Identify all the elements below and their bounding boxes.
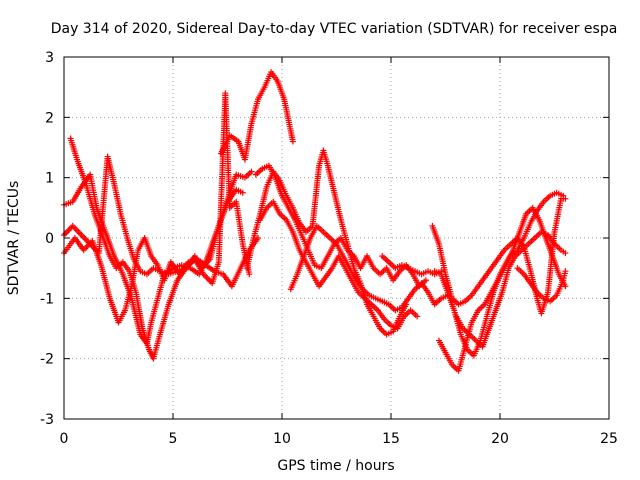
data-point-plus-marker (289, 138, 296, 145)
x-tick-label: 15 (382, 431, 400, 447)
data-point-plus-marker (239, 189, 246, 196)
data-point-plus-marker (438, 268, 445, 275)
data-point-plus-marker (248, 168, 255, 175)
y-tick-label: 3 (45, 50, 54, 66)
data-point-plus-marker (422, 277, 429, 284)
series-track-6 (244, 147, 410, 338)
y-axis-label: SDTVAR / TECUs (6, 181, 22, 296)
series-track-14 (379, 253, 445, 278)
series-track-8 (257, 198, 421, 332)
axis-ticks: 0 5 10 15 20 25 -3 -2 -1 0 1 2 3 (40, 50, 618, 447)
data-point-plus-marker (246, 271, 253, 278)
data-point-plus-marker (562, 250, 569, 257)
series-track-5 (217, 69, 296, 163)
y-tick-label: -2 (40, 352, 54, 368)
chart-title: Day 314 of 2020, Sidereal Day-to-day VTE… (51, 21, 618, 37)
x-tick-label: 25 (600, 431, 618, 447)
x-tick-label: 20 (491, 431, 509, 447)
y-tick-label: -1 (40, 291, 54, 307)
x-tick-label: 10 (273, 431, 291, 447)
x-tick-label: 0 (60, 431, 69, 447)
y-tick-label: 1 (45, 171, 54, 187)
series-track-15 (514, 265, 569, 305)
data-point-plus-marker (562, 268, 569, 275)
x-tick-label: 5 (169, 431, 178, 447)
series-track-4 (61, 235, 262, 326)
series-track-3 (61, 90, 253, 287)
series-track-13 (453, 228, 569, 350)
y-tick-label: 0 (45, 231, 54, 247)
data-point-plus-marker (414, 313, 421, 320)
data-marks (61, 69, 569, 374)
data-point-plus-marker (562, 195, 569, 202)
y-tick-label: 2 (45, 110, 54, 126)
x-axis-label: GPS time / hours (277, 458, 394, 474)
series-track-12 (435, 189, 567, 374)
data-point-plus-marker (560, 192, 567, 199)
y-tick-label: -3 (40, 412, 54, 428)
series-track-1 (61, 171, 246, 347)
grid-lines (64, 57, 609, 419)
